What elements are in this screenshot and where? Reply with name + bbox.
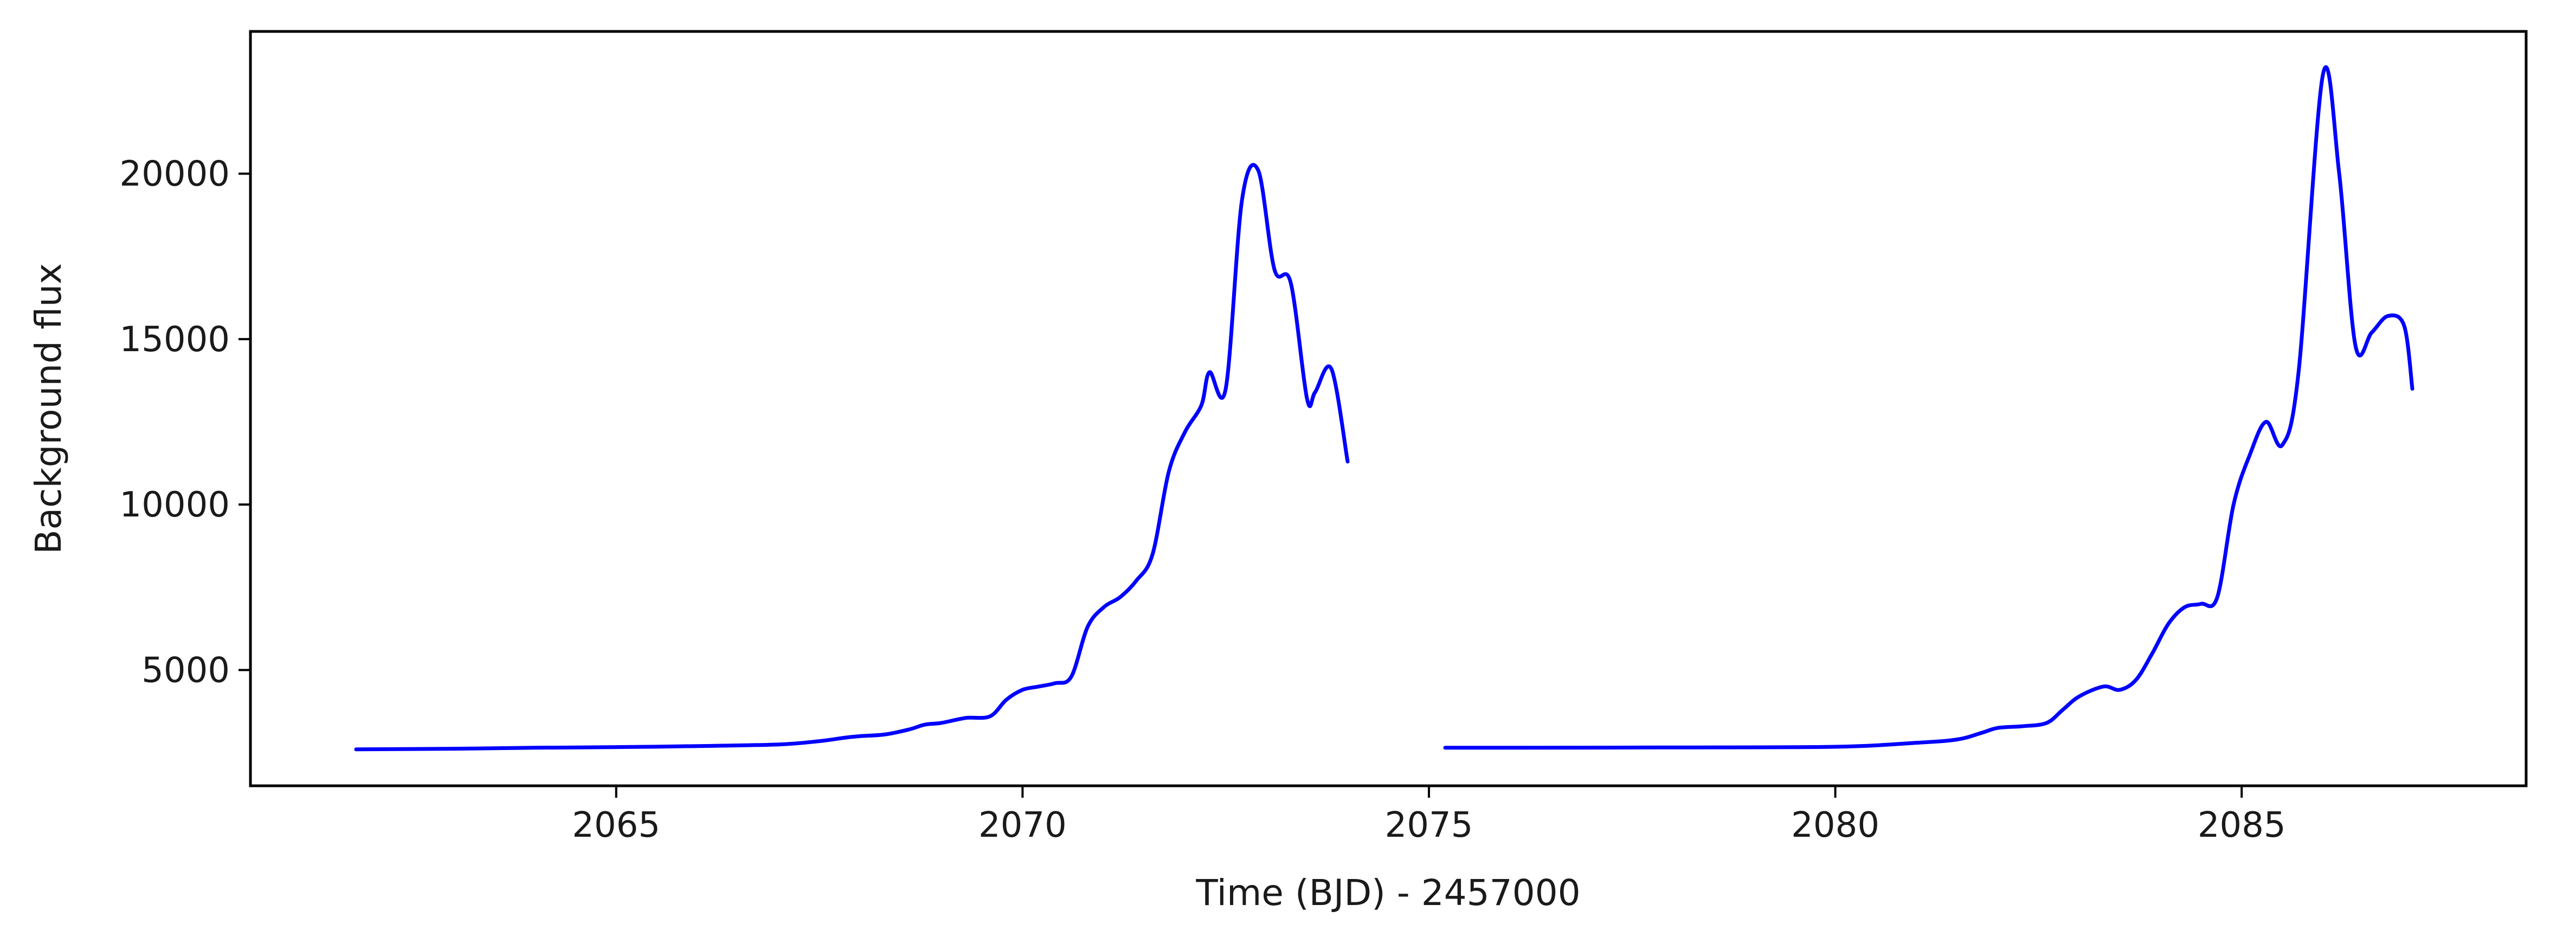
- y-axis-label: Background flux: [28, 263, 69, 554]
- y-tick-label: 5000: [141, 650, 230, 690]
- plot-frame: [249, 30, 2528, 787]
- y-tick-label: 20000: [119, 154, 230, 195]
- x-tick-label: 2085: [2198, 805, 2286, 845]
- x-tick-label: 2075: [1385, 805, 1473, 845]
- x-tick-label: 2070: [978, 805, 1067, 845]
- axis-ticks: 2065 2070 2075 2080 2085 5000 10000 15000 20000: [119, 154, 2285, 845]
- x-axis-label: Time (BJD) - 2457000: [1195, 872, 1580, 914]
- series-line-segment-1: [354, 163, 1350, 752]
- x-tick-label: 2080: [1791, 805, 1879, 845]
- series-line-segment-2: [1443, 65, 2414, 750]
- y-tick-label: 10000: [119, 485, 230, 525]
- series-layer: [354, 65, 2414, 752]
- y-tick-label: 15000: [119, 320, 230, 360]
- x-tick-label: 2065: [572, 805, 660, 845]
